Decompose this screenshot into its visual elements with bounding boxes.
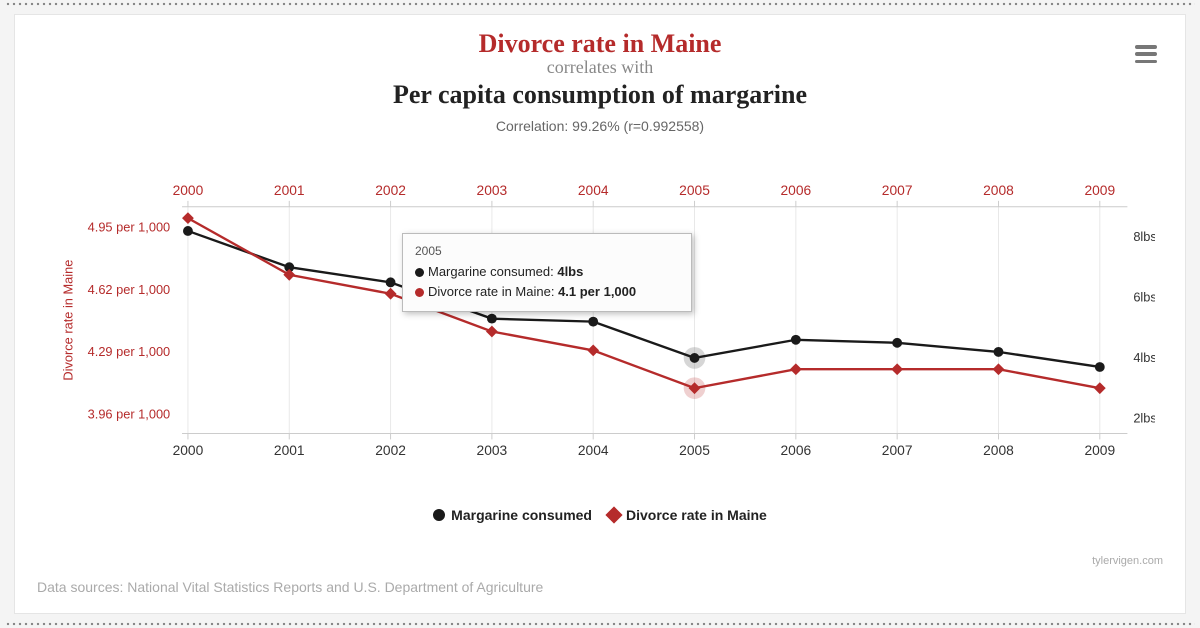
title-connector: correlates with — [15, 57, 1185, 78]
chart-svg: 2000 2000 2001 2001 2002 2002 2003 2003 2004 2004… — [45, 165, 1155, 495]
legend-label: Divorce rate in Maine — [626, 507, 767, 523]
svg-text:2000: 2000 — [173, 183, 204, 198]
title-block: Divorce rate in Maine correlates with Pe… — [15, 15, 1185, 134]
svg-text:4lbs: 4lbs — [1133, 350, 1155, 365]
legend: Margarine consumed Divorce rate in Maine — [15, 507, 1185, 524]
svg-text:2006: 2006 — [780, 443, 811, 458]
tooltip-value: 4lbs — [557, 264, 583, 279]
svg-text:Divorce rate in Maine: Divorce rate in Maine — [61, 260, 76, 381]
svg-text:8lbs: 8lbs — [1133, 229, 1155, 244]
tooltip-label: Divorce rate in Maine: — [428, 284, 558, 299]
chart-area[interactable]: 2000 2000 2001 2001 2002 2002 2003 2003 2004 2004… — [45, 165, 1155, 495]
chart-card: Divorce rate in Maine correlates with Pe… — [14, 14, 1186, 614]
tooltip-dot-icon — [415, 268, 424, 277]
svg-text:4.29 per 1,000: 4.29 per 1,000 — [88, 344, 171, 359]
tooltip-label: Margarine consumed: — [428, 264, 557, 279]
title-series-1: Divorce rate in Maine — [15, 29, 1185, 59]
svg-text:2002: 2002 — [375, 443, 406, 458]
svg-text:2008: 2008 — [983, 183, 1014, 198]
svg-text:2008: 2008 — [983, 443, 1014, 458]
diamond-marker-icon — [606, 507, 623, 524]
svg-text:2005: 2005 — [679, 443, 710, 458]
svg-text:2007: 2007 — [882, 183, 913, 198]
tooltip-value: 4.1 per 1,000 — [558, 284, 636, 299]
page-border-top — [5, 2, 1195, 6]
svg-text:2003: 2003 — [477, 443, 508, 458]
hamburger-menu-icon[interactable] — [1135, 45, 1157, 63]
circle-marker-icon — [433, 509, 445, 521]
tooltip: 2005 Margarine consumed: 4lbsDivorce rat… — [402, 233, 692, 312]
svg-text:2005: 2005 — [679, 183, 710, 198]
svg-text:3.96 per 1,000: 3.96 per 1,000 — [88, 407, 171, 422]
svg-text:6lbs: 6lbs — [1133, 289, 1155, 304]
tooltip-year: 2005 — [415, 242, 679, 260]
data-sources-text: Data sources: National Vital Statistics … — [37, 579, 543, 595]
svg-text:2006: 2006 — [780, 183, 811, 198]
title-series-2: Per capita consumption of margarine — [15, 80, 1185, 110]
svg-text:2009: 2009 — [1084, 443, 1115, 458]
legend-label: Margarine consumed — [451, 507, 592, 523]
svg-text:2004: 2004 — [578, 183, 609, 198]
svg-text:2lbs: 2lbs — [1133, 410, 1155, 425]
svg-text:4.95 per 1,000: 4.95 per 1,000 — [88, 220, 171, 235]
svg-text:2007: 2007 — [882, 443, 913, 458]
svg-text:2004: 2004 — [578, 443, 609, 458]
svg-text:2002: 2002 — [375, 183, 406, 198]
svg-text:2003: 2003 — [477, 183, 508, 198]
correlation-text: Correlation: 99.26% (r=0.992558) — [15, 118, 1185, 134]
legend-item[interactable]: Margarine consumed — [433, 507, 592, 523]
svg-text:2001: 2001 — [274, 183, 305, 198]
tooltip-row: Margarine consumed: 4lbs — [415, 262, 679, 282]
tooltip-row: Divorce rate in Maine: 4.1 per 1,000 — [415, 282, 679, 302]
tooltip-dot-icon — [415, 288, 424, 297]
svg-text:4.62 per 1,000: 4.62 per 1,000 — [88, 282, 171, 297]
svg-text:2000: 2000 — [173, 443, 204, 458]
legend-item[interactable]: Divorce rate in Maine — [608, 507, 767, 523]
svg-text:2001: 2001 — [274, 443, 305, 458]
attribution-text: tylervigen.com — [1092, 555, 1163, 567]
svg-text:2009: 2009 — [1084, 183, 1115, 198]
page-border-bottom — [5, 622, 1195, 626]
